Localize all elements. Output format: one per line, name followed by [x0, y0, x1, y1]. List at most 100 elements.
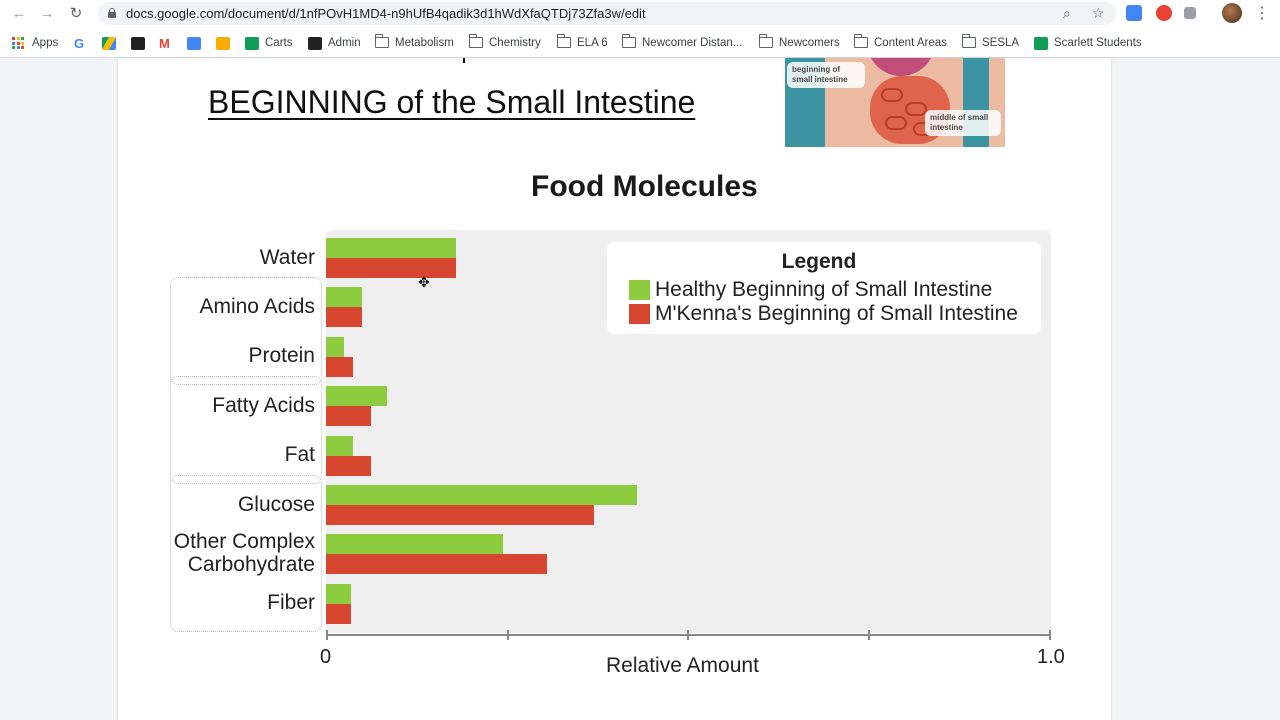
pearson-icon: [308, 36, 322, 50]
bar-mkenna-fat[interactable]: [326, 455, 371, 476]
folder-icon: [961, 33, 976, 48]
bookmark-metabolism[interactable]: Metabolism: [374, 33, 454, 51]
x-tick: [507, 630, 509, 640]
folder-icon: [853, 33, 868, 48]
bookmark-carts[interactable]: Carts: [245, 35, 292, 51]
category-label-line: Amino Acids: [199, 294, 315, 318]
x-tick-label-max: 1.0: [1037, 646, 1065, 668]
x-axis-title: Relative Amount: [606, 654, 759, 677]
bar-mkenna-protein[interactable]: [326, 356, 353, 377]
bar-mkenna-other-complex-carbohydrate[interactable]: [326, 554, 547, 575]
x-tick: [868, 630, 870, 640]
legend-title: Legend: [781, 250, 857, 273]
document-page: BEGINNING of the Small Intestine beginni…: [118, 58, 1111, 720]
browser-menu-icon[interactable]: ⋮: [1254, 5, 1270, 22]
illustration-label-beginning: beginning of small intestine: [787, 62, 865, 88]
category-label-line: Protein: [248, 344, 315, 368]
bookmark-drive[interactable]: [102, 35, 122, 51]
category-label-line: Glucose: [237, 492, 315, 516]
chart-legend: Legend Healthy Beginning of Small Intest…: [607, 242, 1041, 334]
bookmark-newcomer-distance[interactable]: Newcomer Distan...: [621, 33, 742, 51]
address-bar[interactable]: docs.google.com/document/d/1nfPOvH1MD4-n…: [98, 2, 1116, 25]
extension-badge-icon[interactable]: [1156, 5, 1172, 21]
bar-healthy-glucose[interactable]: [326, 485, 637, 505]
lock-icon: [108, 8, 116, 18]
url-text[interactable]: docs.google.com/document/d/1nfPOvH1MD4-n…: [126, 6, 646, 21]
classroom-icon: [216, 36, 230, 50]
bar-healthy-fat[interactable]: [326, 435, 353, 456]
bar-healthy-water[interactable]: [326, 238, 456, 258]
profile-avatar[interactable]: [1222, 3, 1242, 23]
category-label-line: Fat: [284, 443, 315, 467]
page-heading[interactable]: BEGINNING of the Small Intestine: [208, 84, 696, 120]
x-tick: [1049, 630, 1051, 640]
legend-item-mkenna: M'Kenna's Beginning of Small Intestine: [629, 302, 1018, 325]
category-label-water: Water: [260, 246, 315, 269]
category-label-line: Fatty Acids: [212, 393, 315, 417]
gmail-icon: M: [159, 35, 170, 51]
drive-icon: [102, 36, 116, 50]
sheets-icon: [1034, 36, 1048, 50]
small-intestine-illustration[interactable]: beginning of small intestine middle of s…: [785, 58, 1005, 147]
category-label-fiber: Fiber: [267, 591, 315, 614]
folder-icon: [621, 33, 636, 48]
bookmark-classroom[interactable]: [216, 35, 236, 51]
zoom-search-icon[interactable]: ⌕: [1063, 5, 1071, 21]
bar-healthy-fatty-acids[interactable]: [326, 386, 387, 407]
bookmark-admin[interactable]: Admin: [308, 35, 361, 51]
category-label-fat: Fat: [285, 443, 315, 466]
legend-item-healthy: Healthy Beginning of Small Intestine: [629, 278, 993, 301]
legend-swatch-mkenna: [629, 304, 650, 324]
bookmark-ela-6[interactable]: ELA 6: [556, 33, 608, 51]
browser-toolbar: ← → ↻ docs.google.com/document/d/1nfPOvH…: [0, 0, 1280, 28]
bookmark-content-areas[interactable]: Content Areas: [853, 33, 947, 51]
chart-title: Food Molecules: [531, 170, 758, 203]
forward-arrow-icon[interactable]: →: [39, 5, 55, 22]
legend-label-mkenna: M'Kenna's Beginning of Small Intestine: [655, 302, 1018, 325]
x-tick-label-min: 0: [320, 646, 332, 668]
x-tick: [687, 630, 689, 640]
bookmark-apps[interactable]: Apps: [12, 35, 58, 51]
x-tick: [326, 630, 328, 640]
bookmark-scarlett-students[interactable]: Scarlett Students: [1034, 35, 1142, 51]
bookmark-sesla[interactable]: SESLA: [961, 33, 1019, 51]
bar-healthy-protein[interactable]: [326, 336, 344, 357]
move-cursor-icon: ✥: [418, 274, 430, 290]
bar-mkenna-glucose[interactable]: [326, 505, 594, 525]
category-label-line: Water: [259, 245, 315, 269]
bookmark-newcomers[interactable]: Newcomers: [758, 33, 840, 51]
bookmark-star-icon[interactable]: ☆: [1092, 5, 1105, 21]
bar-mkenna-fatty-acids[interactable]: [326, 406, 371, 427]
bookmark-gmail[interactable]: M: [159, 35, 170, 51]
bar-mkenna-fiber[interactable]: [326, 603, 351, 624]
category-group-box: [170, 475, 322, 632]
folder-icon: [374, 33, 389, 48]
category-group-box: [170, 277, 322, 385]
bar-healthy-amino-acids[interactable]: [326, 287, 362, 308]
extension-grid-icon[interactable]: [1184, 7, 1196, 19]
category-label-other-complex-carbohydrate: Other Complex Carbohydrate: [174, 530, 315, 576]
bookmarks-bar: Apps G M Carts Admin Metabolism Chemistr…: [0, 28, 1280, 58]
bookmark-pearson[interactable]: [131, 35, 151, 51]
reload-icon[interactable]: ↻: [69, 5, 83, 22]
bookmark-chemistry[interactable]: Chemistry: [468, 33, 541, 51]
google-icon: G: [74, 35, 85, 51]
category-label-line: Other Complex: [173, 530, 315, 554]
apps-grid-icon: [12, 37, 24, 49]
bookmark-google[interactable]: G: [74, 35, 84, 51]
bar-healthy-fiber[interactable]: [326, 583, 351, 604]
category-label-line: Fiber: [267, 591, 315, 615]
folder-icon: [468, 33, 483, 48]
category-label-protein: Protein: [248, 344, 315, 367]
translate-extension-icon[interactable]: [1126, 5, 1142, 21]
legend-label-healthy: Healthy Beginning of Small Intestine: [655, 278, 993, 301]
bar-healthy-other-complex-carbohydrate[interactable]: [326, 534, 503, 555]
category-label-glucose: Glucose: [238, 493, 315, 516]
pearson-icon: [131, 36, 145, 50]
calendar-icon: [187, 36, 201, 50]
bookmark-calendar[interactable]: [187, 35, 207, 51]
folder-icon: [556, 33, 571, 48]
bar-mkenna-amino-acids[interactable]: [326, 307, 362, 328]
bar-mkenna-water[interactable]: [326, 258, 456, 278]
back-arrow-icon[interactable]: ←: [11, 5, 27, 22]
